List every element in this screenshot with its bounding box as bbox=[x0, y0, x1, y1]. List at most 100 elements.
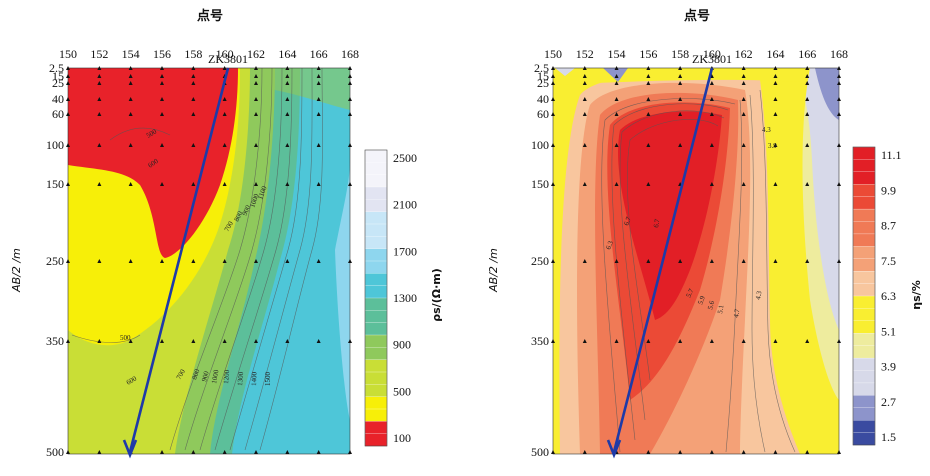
measure-point bbox=[348, 81, 352, 85]
measure-point bbox=[128, 339, 133, 343]
right-y-axis-label: AB/2 /m bbox=[487, 248, 500, 293]
measure-point bbox=[66, 112, 70, 116]
measure-point bbox=[285, 81, 290, 85]
x-tick-label: 154 bbox=[608, 47, 626, 61]
y-tick-label: 150 bbox=[46, 177, 64, 191]
contour-label: 4.3 bbox=[762, 126, 771, 134]
x-tick-label: 168 bbox=[341, 47, 359, 61]
measure-point bbox=[348, 259, 352, 263]
measure-point bbox=[66, 97, 70, 101]
measure-point bbox=[128, 81, 133, 85]
measure-point bbox=[551, 81, 555, 85]
colorbar-swatch bbox=[852, 395, 876, 409]
colorbar-tick-label: 3.9 bbox=[881, 360, 896, 374]
left-x-tick-labels: 150 152 154 156 158 160 162 164 166 168 bbox=[59, 47, 359, 61]
measure-point bbox=[348, 97, 352, 101]
colorbar-tick-label: 11.1 bbox=[881, 148, 902, 162]
measure-point bbox=[582, 450, 587, 454]
measure-point bbox=[837, 259, 841, 263]
measure-point bbox=[285, 112, 290, 116]
measure-point bbox=[741, 112, 746, 116]
y-tick-label: 500 bbox=[531, 445, 549, 459]
measure-point bbox=[741, 74, 746, 78]
measure-point bbox=[837, 74, 841, 78]
colorbar-swatch bbox=[852, 295, 876, 309]
colorbar-swatch bbox=[364, 310, 388, 324]
measure-point bbox=[285, 450, 290, 454]
colorbar-swatch bbox=[852, 370, 876, 384]
measure-point bbox=[709, 81, 714, 85]
contour-label: 1500 bbox=[264, 372, 272, 387]
measure-point bbox=[254, 112, 258, 116]
measure-point bbox=[66, 74, 70, 78]
colorbar-swatch bbox=[364, 334, 388, 348]
measure-point bbox=[160, 259, 164, 263]
resistivity-colorbar: 100 500 900 1300 1700 2100 2500 bbox=[364, 149, 417, 447]
measure-point bbox=[741, 81, 746, 85]
colorbar-swatch bbox=[852, 159, 876, 173]
measure-point bbox=[66, 450, 70, 454]
contour-label: 800 bbox=[190, 368, 201, 381]
measure-point bbox=[709, 143, 714, 147]
measure-point bbox=[678, 112, 683, 116]
polarization-panel: 点号 150 152 154 156 158 160 162 164 166 168 2.5152… bbox=[487, 8, 923, 459]
measure-point bbox=[348, 182, 352, 186]
colorbar-swatch bbox=[364, 174, 388, 188]
measure-point bbox=[805, 74, 810, 78]
colorbar-swatch bbox=[852, 407, 876, 421]
measure-point bbox=[614, 112, 619, 116]
contour-label: 5.6 bbox=[706, 300, 716, 311]
measure-point bbox=[646, 74, 651, 78]
measure-point bbox=[66, 66, 70, 70]
colorbar-swatch bbox=[364, 199, 388, 213]
colorbar-swatch bbox=[852, 345, 876, 359]
measure-point bbox=[805, 182, 810, 186]
measure-point bbox=[678, 339, 683, 343]
measure-point bbox=[582, 339, 587, 343]
measure-point bbox=[348, 112, 352, 116]
measure-point bbox=[773, 182, 778, 186]
colorbar-swatch bbox=[364, 285, 388, 299]
y-tick-label: 60 bbox=[52, 107, 64, 121]
measure-point bbox=[551, 182, 555, 186]
colorbar-tick-label: 1300 bbox=[393, 291, 417, 305]
left-borehole-line bbox=[128, 67, 230, 453]
measure-point bbox=[128, 97, 133, 101]
left-y-axis-label: AB/2 /m bbox=[10, 248, 23, 293]
colorbar-swatch bbox=[364, 371, 388, 385]
x-tick-label: 158 bbox=[184, 47, 202, 61]
left-x-title: 点号 bbox=[197, 8, 223, 24]
measure-point bbox=[348, 143, 352, 147]
measure-point bbox=[709, 259, 714, 263]
measure-point bbox=[222, 182, 227, 186]
measure-point bbox=[582, 66, 587, 70]
polarization-band-blue bbox=[815, 68, 839, 120]
measure-point bbox=[128, 143, 133, 147]
y-tick-label: 40 bbox=[537, 92, 549, 106]
measure-point bbox=[837, 143, 841, 147]
measure-point bbox=[254, 74, 258, 78]
colorbar-tick-label: 5.1 bbox=[881, 324, 896, 338]
measure-point bbox=[160, 97, 164, 101]
svg-text:ρs/(Ω·m): ρs/(Ω·m) bbox=[430, 268, 443, 322]
measure-point bbox=[646, 182, 651, 186]
polarization-colorbar: 11.1 9.9 8.7 7.5 6.3 5.1 3.9 2.7 1.5 bbox=[852, 146, 902, 446]
colorbar-swatch bbox=[852, 283, 876, 297]
colorbar-swatch bbox=[852, 208, 876, 222]
measure-point bbox=[285, 66, 290, 70]
measure-point bbox=[805, 450, 810, 454]
colorbar-swatch bbox=[852, 258, 876, 272]
measure-point bbox=[614, 81, 619, 85]
polarization-high-zone bbox=[618, 111, 722, 320]
colorbar-tick-label: 500 bbox=[393, 384, 411, 398]
measure-point bbox=[837, 450, 841, 454]
measure-point bbox=[66, 81, 70, 85]
measure-point bbox=[316, 81, 321, 85]
measure-point bbox=[837, 81, 841, 85]
measure-point bbox=[222, 259, 227, 263]
measure-point bbox=[97, 97, 102, 101]
resistivity-low-zone bbox=[68, 68, 238, 258]
resistivity-top-patch bbox=[260, 68, 350, 110]
measure-point bbox=[222, 66, 227, 70]
